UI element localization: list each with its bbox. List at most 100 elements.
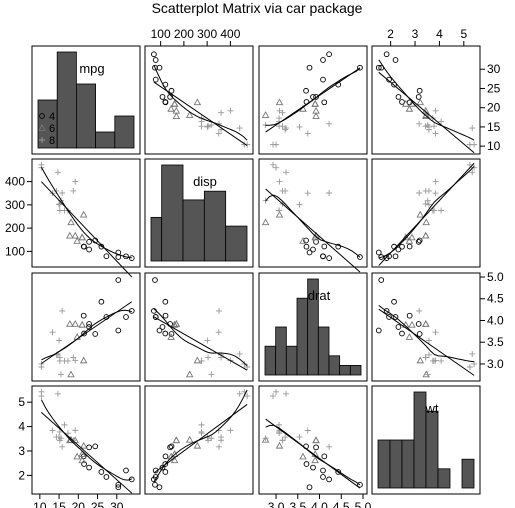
tick-label: 20 bbox=[487, 101, 501, 115]
histogram-bar bbox=[389, 439, 403, 489]
histogram-bar bbox=[95, 131, 116, 149]
point-8 bbox=[59, 190, 66, 196]
point-4 bbox=[151, 51, 157, 58]
point-6 bbox=[172, 320, 181, 327]
point-6 bbox=[170, 320, 179, 328]
point-8 bbox=[70, 187, 77, 194]
tick-label: 20 bbox=[72, 500, 86, 508]
point-4 bbox=[310, 246, 316, 253]
tick-label: 5.0 bbox=[355, 500, 372, 508]
point-8 bbox=[215, 130, 222, 137]
tick-label: 3.5 bbox=[487, 335, 504, 349]
point-4 bbox=[86, 246, 92, 253]
point-8 bbox=[424, 197, 431, 204]
tick-label: 4 bbox=[18, 420, 25, 434]
tick-label: 3.0 bbox=[487, 357, 504, 371]
point-8 bbox=[205, 123, 212, 130]
point-8 bbox=[469, 125, 476, 132]
point-8 bbox=[218, 434, 225, 441]
point-4 bbox=[162, 469, 169, 475]
point-4 bbox=[156, 484, 163, 491]
point-8 bbox=[422, 123, 429, 130]
point-4 bbox=[378, 277, 385, 283]
point-6 bbox=[71, 231, 79, 239]
histogram-bar bbox=[114, 115, 135, 149]
point-6 bbox=[416, 98, 425, 106]
point-4 bbox=[168, 443, 175, 450]
point-4 bbox=[321, 99, 328, 106]
point-4 bbox=[159, 324, 166, 330]
panel-frame bbox=[371, 272, 481, 382]
point-6 bbox=[275, 98, 284, 106]
tick-label: 4 bbox=[436, 27, 443, 41]
point-4 bbox=[162, 453, 169, 460]
x-axis-disp-top: 100 200 300 400 bbox=[151, 27, 241, 46]
point-6 bbox=[193, 441, 202, 449]
point-4 bbox=[320, 76, 326, 83]
point-8 bbox=[216, 307, 222, 314]
panel-mpg-vs-wt bbox=[371, 45, 481, 155]
point-8 bbox=[276, 178, 283, 185]
point-6 bbox=[408, 233, 416, 241]
point-6 bbox=[73, 452, 81, 460]
point-8 bbox=[56, 428, 63, 435]
smooth-line bbox=[378, 165, 475, 259]
y-axis-wt-left: 2 3 4 5 bbox=[18, 395, 32, 482]
panels: mpg 468 disp drat wt bbox=[31, 45, 481, 495]
point-8 bbox=[471, 360, 478, 367]
point-8 bbox=[326, 443, 333, 450]
point-8 bbox=[432, 178, 439, 185]
point-8 bbox=[469, 169, 476, 176]
point-4 bbox=[375, 327, 382, 334]
smooth-line bbox=[265, 67, 361, 126]
point-4 bbox=[156, 64, 163, 71]
point-8 bbox=[438, 118, 445, 125]
point-6 bbox=[299, 452, 307, 460]
smooth-line bbox=[153, 308, 248, 367]
point-4 bbox=[320, 57, 326, 63]
point-4 bbox=[128, 255, 135, 261]
point-8 bbox=[296, 201, 303, 208]
point-8 bbox=[218, 109, 225, 116]
point-4 bbox=[320, 253, 326, 260]
point-4 bbox=[395, 246, 402, 253]
histogram-bar bbox=[328, 355, 341, 376]
tick-label: 2 bbox=[387, 27, 394, 41]
point-8 bbox=[422, 109, 429, 116]
legend-label: 4 bbox=[49, 111, 55, 123]
point-8 bbox=[236, 350, 243, 357]
point-4 bbox=[159, 94, 166, 100]
point-4 bbox=[375, 249, 382, 256]
point-6 bbox=[79, 210, 88, 218]
panel-frame bbox=[144, 158, 254, 268]
point-8 bbox=[425, 337, 432, 344]
point-6 bbox=[67, 370, 75, 378]
point-6 bbox=[275, 441, 284, 449]
point-8 bbox=[282, 434, 289, 441]
tick-label: 5.0 bbox=[487, 270, 504, 284]
point-8 bbox=[198, 421, 205, 428]
point-4 bbox=[392, 253, 399, 260]
panel-frame bbox=[31, 272, 141, 382]
point-8 bbox=[276, 107, 283, 114]
histogram-bar bbox=[413, 391, 427, 489]
point-6 bbox=[185, 435, 194, 443]
point-6 bbox=[78, 456, 86, 464]
point-8 bbox=[262, 435, 269, 442]
point-8 bbox=[273, 388, 280, 395]
point-6 bbox=[408, 320, 416, 328]
point-8 bbox=[216, 443, 222, 450]
point-8 bbox=[469, 350, 476, 357]
tick-label: 10 bbox=[487, 139, 501, 153]
smooth-line bbox=[40, 166, 132, 259]
point-8 bbox=[56, 437, 63, 444]
regression-line bbox=[153, 81, 248, 147]
smooth-line bbox=[265, 424, 361, 486]
point-6 bbox=[311, 99, 319, 107]
point-6 bbox=[275, 210, 284, 218]
histogram-bar bbox=[275, 326, 287, 376]
histogram-bar bbox=[56, 51, 77, 149]
point-6 bbox=[401, 99, 410, 107]
point-6 bbox=[405, 236, 414, 244]
point-8 bbox=[273, 164, 280, 171]
